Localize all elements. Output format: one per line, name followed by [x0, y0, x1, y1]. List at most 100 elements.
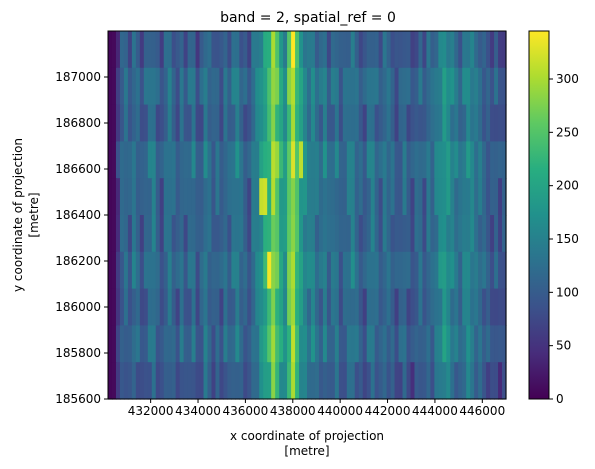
heatmap-cell [394, 215, 400, 253]
heatmap-cell [478, 178, 483, 216]
heatmap-cell [466, 251, 471, 290]
heatmap-cell [267, 215, 272, 253]
heatmap-cell [283, 67, 288, 106]
heatmap-cell [307, 141, 312, 179]
heatmap-cell [243, 31, 248, 69]
heatmap-cell [139, 104, 145, 142]
heatmap-cell [470, 251, 475, 290]
heatmap-cell [147, 67, 153, 106]
heatmap-cell [219, 178, 225, 216]
heatmap-cell [235, 141, 240, 179]
y-axis-ticks: 185600 185800 186000 186200 186400 186600 1868… [55, 70, 108, 406]
heatmap-cell [426, 141, 431, 179]
heatmap-cell [279, 31, 284, 69]
heatmap-cell [386, 325, 392, 363]
heatmap-cell [223, 251, 228, 290]
heatmap-cell [398, 141, 404, 179]
heatmap-cell [338, 288, 344, 326]
heatmap-cell [310, 67, 316, 106]
heatmap-cell [255, 141, 260, 179]
heatmap-cell [179, 215, 185, 253]
heatmap-cell [402, 178, 408, 216]
heatmap-cell [191, 251, 197, 290]
heatmap-cell [287, 288, 292, 326]
heatmap-cell [191, 178, 197, 216]
heatmap-cell [275, 362, 280, 400]
heatmap-cell [342, 288, 348, 326]
heatmap-cell [139, 67, 145, 106]
heatmap-cell [346, 362, 352, 400]
heatmap-cell [207, 104, 213, 142]
heatmap-cell [502, 251, 507, 290]
heatmap-cell [307, 362, 312, 400]
heatmap-cell [490, 104, 495, 142]
heatmap-cell [147, 325, 153, 363]
heatmap-cell [283, 325, 288, 363]
heatmap-cell [422, 178, 427, 216]
heatmap-cell [350, 104, 356, 142]
heatmap-cell [346, 325, 352, 363]
heatmap-cell [358, 141, 364, 179]
heatmap-cell [235, 288, 240, 326]
heatmap-cell [159, 362, 165, 400]
heatmap-cell [283, 362, 288, 400]
heatmap-cell [279, 362, 284, 400]
heatmap-cell [398, 288, 404, 326]
heatmap-cell [219, 325, 225, 363]
heatmap-cell [482, 67, 487, 106]
heatmap-cell [131, 31, 137, 69]
heatmap-cell [350, 67, 356, 106]
heatmap-cell [243, 67, 248, 106]
heatmap-cell [195, 178, 201, 216]
heatmap-cell [322, 325, 328, 363]
heatmap-cell [135, 362, 141, 400]
heatmap-cell [219, 67, 225, 106]
heatmap-cell [207, 178, 213, 216]
heatmap-cell [358, 178, 364, 216]
y-tick-label: 185600 [55, 392, 101, 406]
heatmap-cell [410, 178, 416, 216]
heatmap-cell [362, 67, 368, 106]
heatmap-cell [207, 141, 213, 179]
heatmap-cell [462, 67, 467, 106]
heatmap-cell [143, 362, 149, 400]
heatmap-cell [175, 104, 181, 142]
heatmap-cell [175, 288, 181, 326]
heatmap-cell [195, 104, 201, 142]
heatmap-cell [127, 67, 133, 106]
heatmap-cell [394, 178, 400, 216]
heatmap-cell [159, 141, 165, 179]
heatmap-cell [227, 178, 232, 216]
heatmap-cell [498, 67, 503, 106]
heatmap-cell [390, 251, 396, 290]
heatmap-cell [386, 31, 392, 69]
heatmap-cell [326, 67, 332, 106]
heatmap-cell [458, 67, 463, 106]
heatmap-cell [410, 67, 416, 106]
heatmap-cell [494, 251, 499, 290]
heatmap-cell [318, 67, 324, 106]
heatmap-cell [326, 31, 332, 69]
heatmap-cell [398, 362, 404, 400]
heatmap-cell [108, 325, 113, 363]
heatmap-cell [119, 31, 125, 69]
heatmap-cell [442, 104, 447, 142]
heatmap-cell [307, 325, 312, 363]
heatmap-cell [131, 178, 137, 216]
heatmap-cell [398, 325, 404, 363]
heatmap-cell [119, 141, 125, 179]
heatmap-cell [390, 67, 396, 106]
heatmap-cell [418, 215, 424, 253]
heatmap-cell [426, 325, 431, 363]
heatmap-cell [446, 288, 451, 326]
heatmap-cell [247, 104, 252, 142]
heatmap-cell [370, 362, 376, 400]
heatmap-cell [299, 362, 304, 400]
heatmap-cell [410, 251, 416, 290]
heatmap-cell [362, 288, 368, 326]
heatmap-cell [486, 141, 491, 179]
heatmap-cell [334, 325, 340, 363]
heatmap-cell [386, 362, 392, 400]
heatmap-cell [374, 178, 380, 216]
heatmap-cell [402, 215, 408, 253]
